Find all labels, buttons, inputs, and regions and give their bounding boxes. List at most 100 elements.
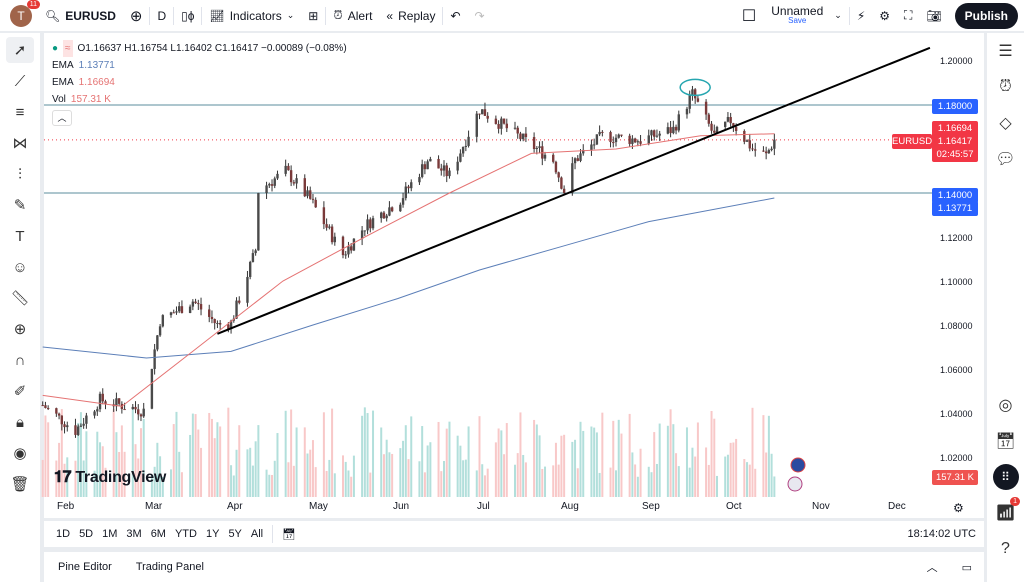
calendar-button[interactable]: 📅︎ xyxy=(987,423,1024,459)
alerts-button[interactable]: ⏰︎ xyxy=(987,69,1024,105)
candle-body xyxy=(734,126,738,131)
candle-body xyxy=(726,117,730,122)
delete-tool[interactable]: 🗑︎ xyxy=(6,471,34,497)
alert-button[interactable]: ⏰︎ Alert xyxy=(333,8,373,23)
interval-button[interactable]: D xyxy=(157,8,167,23)
volume-bar xyxy=(200,447,203,497)
volume-bar xyxy=(404,425,407,497)
expand-panel-button[interactable]: ︿ xyxy=(927,559,938,575)
prediction-tool[interactable]: ⫶ xyxy=(6,161,34,187)
indicators-button[interactable]: 📈︎ Indicators ⌄ xyxy=(209,8,295,23)
trendline-tool[interactable]: ⟋ xyxy=(6,68,34,94)
candle-body xyxy=(344,254,347,256)
chart-type-button[interactable]: ▯ϕ xyxy=(174,0,201,31)
candle-body xyxy=(764,151,768,154)
apps-button[interactable]: ⠿ xyxy=(987,459,1024,495)
redo-button[interactable]: ↷ xyxy=(468,0,492,31)
candle-body xyxy=(115,398,118,407)
candle-body xyxy=(636,141,640,143)
settings-button[interactable]: ⚙ xyxy=(872,0,897,31)
avatar[interactable]: T 11 xyxy=(10,0,40,27)
stay-drawing-tool[interactable]: ✐ xyxy=(6,378,34,404)
clock[interactable]: 18:14:02 UTC xyxy=(907,528,976,540)
measure-tool[interactable]: 📏︎ xyxy=(6,285,34,311)
volume-bar xyxy=(219,426,222,497)
candle-body xyxy=(595,134,599,145)
volume-bar xyxy=(410,416,413,497)
volume-bar xyxy=(582,430,585,497)
volume-bar xyxy=(748,464,751,497)
volume-legend[interactable]: Vol 157.31 K xyxy=(52,94,111,105)
tab-pine-editor[interactable]: Pine Editor xyxy=(58,561,112,573)
compare-button[interactable]: ⊕ xyxy=(123,0,150,31)
volume-bar xyxy=(232,475,235,497)
emoji-tool[interactable]: ☺ xyxy=(6,254,34,280)
candle-body xyxy=(82,423,85,426)
candle-body xyxy=(713,130,716,133)
volume-bar xyxy=(773,476,776,497)
volume-bar xyxy=(213,438,216,497)
range-1y[interactable]: 1Y xyxy=(205,528,220,540)
magnet-tool[interactable]: ∩ xyxy=(6,347,34,373)
chat-button[interactable]: 💬︎ xyxy=(987,141,1024,177)
volume-bar xyxy=(593,427,596,497)
volume-bar xyxy=(77,422,80,497)
range-6m[interactable]: 6M xyxy=(150,528,166,540)
replay-button[interactable]: «Replay xyxy=(386,8,436,23)
layout-menu[interactable]: ☐ Unnamed Save ⌄ xyxy=(741,3,842,25)
candle-body xyxy=(399,204,402,212)
divider xyxy=(442,6,444,25)
maximize-panel-button[interactable]: ▭ xyxy=(962,561,972,574)
fib-tool[interactable]: ≡ xyxy=(6,99,34,125)
tab-trading-panel[interactable]: Trading Panel xyxy=(135,561,204,573)
news-button[interactable]: 📶︎ 1 xyxy=(987,495,1024,531)
brush-tool[interactable]: ✎ xyxy=(6,192,34,218)
candle-body xyxy=(704,101,708,115)
range-3m[interactable]: 3M xyxy=(126,528,142,540)
chart-pane[interactable] xyxy=(44,33,984,518)
range-1m[interactable]: 1M xyxy=(102,528,118,540)
candle-body xyxy=(571,163,574,194)
volume-bar xyxy=(388,452,391,497)
range-5y[interactable]: 5Y xyxy=(228,528,242,540)
layouts-button[interactable]: ⊞ xyxy=(301,0,325,31)
text-tool[interactable]: T xyxy=(6,223,34,249)
tradingview-logo[interactable]: 𝟏𝟕 TradingView xyxy=(54,469,166,486)
cursor-tool[interactable]: ➚ xyxy=(6,37,34,63)
symbol-search-button[interactable]: 🔍︎ EURUSD xyxy=(45,8,116,23)
ideas-button[interactable]: ◎ xyxy=(987,387,1024,423)
range-ytd[interactable]: YTD xyxy=(174,528,197,540)
fullscreen-button[interactable]: ⛶ xyxy=(897,0,919,31)
range-1d[interactable]: 1D xyxy=(56,528,71,540)
candle-body xyxy=(614,137,618,143)
volume-bar xyxy=(746,462,749,497)
quick-search-button[interactable]: ⚡︎ xyxy=(850,0,872,31)
price-tick: 1.08000 xyxy=(940,321,973,331)
candle-body xyxy=(85,415,88,424)
candle-body xyxy=(191,301,195,307)
undo-button[interactable]: ↶ xyxy=(443,0,467,31)
alarm-icon: ⏰︎ xyxy=(333,8,343,22)
divider xyxy=(173,6,175,25)
candle-body xyxy=(273,178,276,186)
publish-button[interactable]: Publish xyxy=(954,2,1018,29)
pattern-tool[interactable]: ⋈ xyxy=(6,130,34,156)
lock-tool[interactable]: 🔒︎ xyxy=(6,409,34,435)
volume-bar xyxy=(497,428,500,497)
range-5d[interactable]: 5D xyxy=(79,528,94,540)
ema-fast-legend[interactable]: EMA 1.16694 xyxy=(52,77,115,88)
hide-tool[interactable]: ◉ xyxy=(6,440,34,466)
go-to-date-button[interactable]: 📅︎ xyxy=(282,528,296,541)
collapse-legend-button[interactable]: ︿ xyxy=(52,110,72,126)
axis-settings-button[interactable]: ⚙ xyxy=(953,501,964,515)
snapshot-button[interactable]: 📷︎ xyxy=(919,0,948,31)
range-all[interactable]: All xyxy=(250,528,264,540)
object-tree-button[interactable]: ◇ xyxy=(987,105,1024,141)
ema-slow-legend[interactable]: EMA 1.13771 xyxy=(52,60,115,71)
watchlist-button[interactable]: ☰ xyxy=(987,33,1024,69)
zoom-tool[interactable]: ⊕ xyxy=(6,316,34,342)
camera-icon: 📷︎ xyxy=(926,8,942,23)
volume-bar xyxy=(500,430,503,497)
help-button[interactable]: ? xyxy=(987,531,1024,567)
